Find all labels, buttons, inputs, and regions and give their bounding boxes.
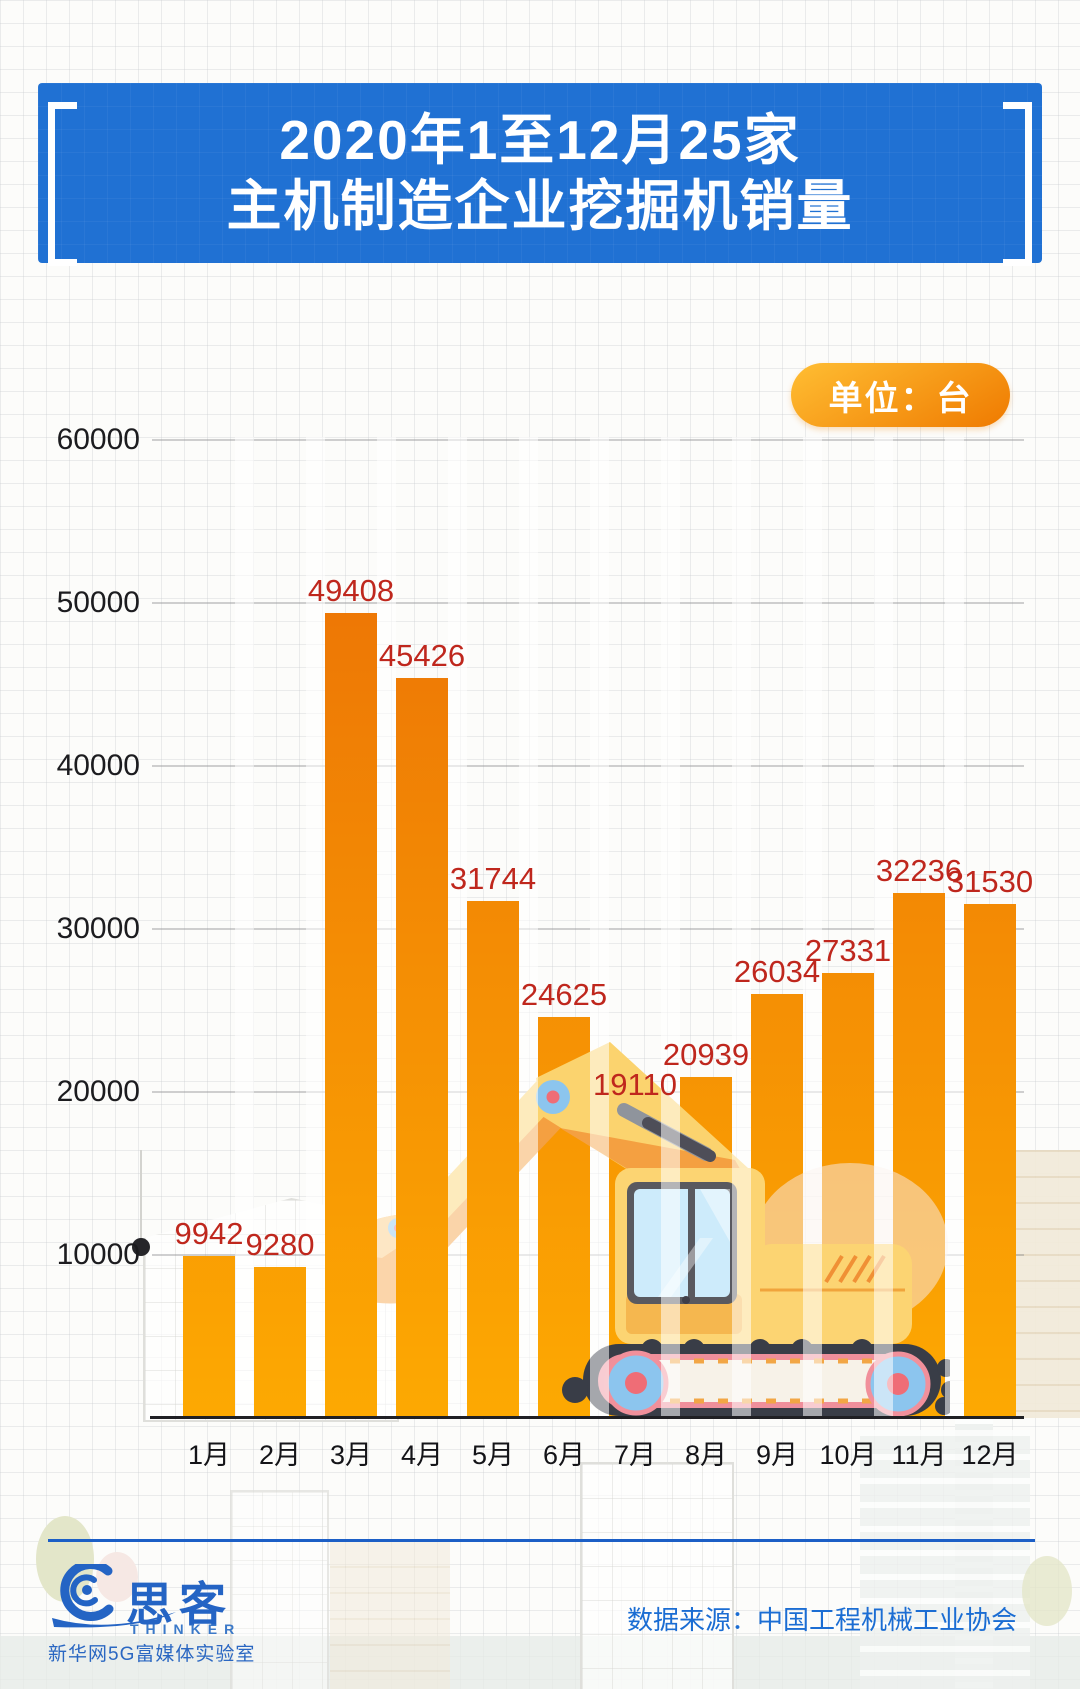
bar-value-label: 49408	[307, 573, 395, 608]
x-axis-label: 11月	[891, 1440, 947, 1470]
bar	[325, 613, 377, 1418]
x-axis-label: 5月	[471, 1440, 515, 1470]
bar	[396, 678, 448, 1418]
excavator-cabin	[615, 1168, 765, 1344]
data-source: 数据来源：中国工程机械工业协会	[626, 1605, 1017, 1635]
background-building	[860, 1430, 1030, 1689]
y-axis-label: 20000	[56, 1075, 140, 1108]
gridline	[152, 765, 1024, 767]
brand-name: 思客	[126, 1578, 232, 1631]
bar-value-label: 19110	[593, 1067, 677, 1102]
gridline	[152, 602, 1024, 604]
x-axis-label: 4月	[400, 1440, 444, 1470]
page-title-line2: 主机制造企业挖掘机销量	[226, 175, 854, 237]
background-building	[230, 1490, 329, 1689]
footer-divider	[48, 1539, 1035, 1542]
gap-strip	[448, 437, 467, 1418]
bar-value-label: 24625	[520, 977, 608, 1012]
x-axis-label: 12月	[961, 1440, 1019, 1470]
bar-value-label: 31744	[449, 861, 537, 896]
gridline	[152, 439, 1024, 441]
left-bracket-icon	[48, 102, 77, 266]
bar	[254, 1267, 306, 1418]
gap-strip	[377, 437, 396, 1418]
bar-value-label: 26034	[733, 954, 821, 989]
x-axis-label: 10月	[819, 1440, 877, 1470]
crane-pulley-icon	[132, 1238, 150, 1256]
x-axis-label: 2月	[258, 1440, 302, 1470]
thinker-wave-logo-icon	[52, 1564, 176, 1628]
background-building	[580, 1462, 734, 1689]
gap-strip	[661, 437, 680, 1418]
background-tree	[96, 1552, 138, 1602]
bar-value-label: 45426	[378, 638, 466, 673]
bar-value-label: 31530	[946, 864, 1034, 899]
x-axis-baseline	[150, 1416, 1024, 1419]
y-axis-label: 50000	[56, 586, 140, 619]
bar-value-label: 27331	[804, 933, 892, 968]
gap-strip	[803, 437, 822, 1418]
background-building	[330, 1540, 450, 1689]
gap-strip	[874, 437, 893, 1418]
gap-strip	[590, 437, 609, 1418]
x-axis-label: 1月	[187, 1440, 231, 1470]
gridline	[152, 928, 1024, 930]
bar	[964, 904, 1016, 1418]
unit-badge: 单位：台	[791, 363, 1010, 427]
y-axis-label: 60000	[56, 423, 140, 456]
background-tree	[1022, 1556, 1072, 1626]
x-axis-label: 3月	[329, 1440, 373, 1470]
gap-strip	[235, 437, 254, 1418]
brand-name-en: THINKER	[130, 1621, 242, 1637]
brand-organization: 新华网5G富媒体实验室	[48, 1644, 256, 1665]
bar	[183, 1256, 235, 1418]
bar-value-label: 20939	[662, 1037, 750, 1072]
y-axis-label: 10000	[56, 1238, 140, 1271]
bar-value-label: 32236	[875, 853, 963, 888]
x-axis-label: 7月	[613, 1440, 657, 1470]
gap-strip	[945, 437, 964, 1418]
x-axis-label: 9月	[755, 1440, 799, 1470]
x-axis-label: 8月	[684, 1440, 728, 1470]
x-axis-label: 6月	[542, 1440, 586, 1470]
page-title-line1: 2020年1至12月25家	[279, 109, 801, 171]
right-bracket-icon	[1003, 102, 1032, 266]
gap-strip	[519, 437, 538, 1418]
background-building	[1006, 1150, 1080, 1418]
gap-strip	[732, 437, 751, 1418]
bar	[467, 901, 519, 1418]
y-axis-label: 30000	[56, 912, 140, 945]
bar-value-label: 9942	[174, 1216, 244, 1251]
crane-cable	[140, 1150, 142, 1242]
bar-value-label: 9280	[245, 1227, 315, 1262]
title-banner: 2020年1至12月25家 主机制造企业挖掘机销量	[38, 83, 1042, 266]
y-axis-label: 40000	[56, 749, 140, 782]
gap-strip	[306, 437, 325, 1418]
